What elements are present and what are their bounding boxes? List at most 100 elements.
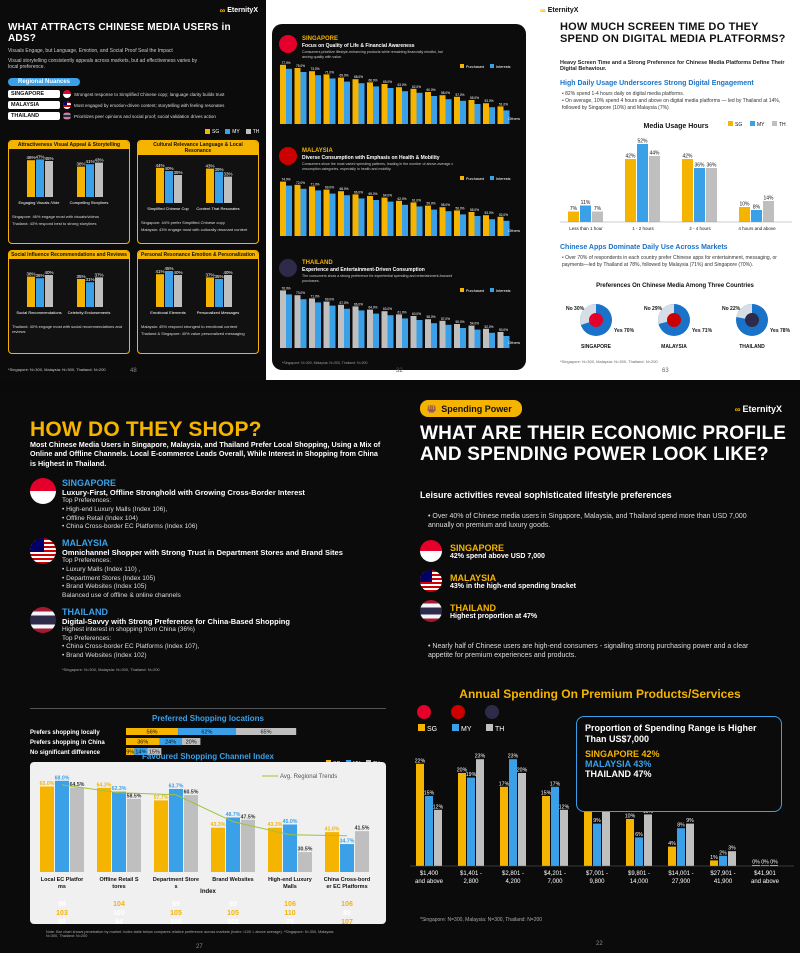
bar-interest xyxy=(358,198,365,236)
bar-interest xyxy=(474,216,481,236)
country-profiles: SINGAPORE Luxury-First, Offline Stronghol… xyxy=(30,478,390,672)
index-value: 104 xyxy=(113,901,125,908)
bar-label: 63.0% xyxy=(397,83,406,87)
country-line: • Department Stores (Index 105) xyxy=(62,574,156,582)
box-chart: 46% 47% 45% Engaging Visuals /Vide 38% 41% 43%… xyxy=(19,154,109,205)
category-label: $1,400 xyxy=(420,871,439,877)
brand-logo: ∞ EternityX xyxy=(734,404,782,414)
page-spending-power: 👜 Spending Power ∞ EternityX WHAT ARE THEI… xyxy=(400,392,800,953)
bar xyxy=(637,144,648,222)
country-name: THAILAND xyxy=(302,260,333,266)
country-flag-icon xyxy=(667,313,681,327)
index-value: 93 xyxy=(229,901,237,908)
country-flag-icon xyxy=(279,35,297,53)
legend-swatch xyxy=(460,288,464,292)
bar-purchased xyxy=(323,301,330,348)
bar-purchased xyxy=(468,100,475,124)
bar xyxy=(649,156,660,222)
nuance-row: SINGAPORE Strongest response to Simplifie… xyxy=(8,90,258,98)
pref-bar xyxy=(126,748,135,755)
category-label: $2,801 - xyxy=(502,871,524,877)
attraction-box: Attractiveness Visual Appeal & Storytell… xyxy=(8,140,130,244)
legend-swatch xyxy=(490,64,494,68)
bar-label: 47% xyxy=(35,154,44,159)
nuance-text: Most engaged by emotion-driven content; … xyxy=(74,102,225,108)
channel-bar xyxy=(184,795,198,872)
spending-bar xyxy=(710,860,718,866)
spending-bar xyxy=(458,773,466,866)
footnote: *Singapore: N=300, Malaysia: N=300, Thai… xyxy=(560,359,658,364)
channel-bar-label: 57.7% xyxy=(154,795,169,801)
bar-purchased xyxy=(439,320,446,348)
bar-label: 35% xyxy=(76,274,85,279)
country-text: MALAYSIA 43% in the high-end spending bra… xyxy=(450,573,576,590)
bar-interest xyxy=(416,320,423,348)
pref-bar-label: 9% xyxy=(126,750,134,756)
pref-bar-label: 20% xyxy=(186,740,197,746)
spending-bar-label: 23% xyxy=(475,754,486,760)
bar-interest xyxy=(416,206,423,236)
spending-bar-label: 23% xyxy=(508,754,519,760)
bar xyxy=(86,164,94,197)
usage-bullet: • 82% spend 1-4 hours daily on digital m… xyxy=(562,91,685,97)
channel-bar-label: 30.5% xyxy=(298,847,313,853)
bar-interest xyxy=(300,188,307,236)
preferred-locations-chart: Prefers shopping locally 56% 62% 65% Prefers… xyxy=(30,728,380,767)
bar xyxy=(77,166,85,197)
bar-label: 52% xyxy=(637,139,648,145)
attraction-box: Personal Resonance Emotion & Personaliza… xyxy=(137,250,259,354)
spending-bar xyxy=(416,763,424,866)
bar-interest xyxy=(489,107,495,124)
country-flag-icon xyxy=(279,147,297,165)
channel-bar-label: 41.5% xyxy=(355,826,370,832)
chart-title: Media Usage Hours xyxy=(644,123,709,130)
spending-bar xyxy=(728,851,736,866)
bar-label: 43% xyxy=(205,164,214,169)
bar-label: 69.0% xyxy=(325,298,334,302)
bar xyxy=(165,171,173,203)
pref-bar xyxy=(181,738,201,745)
bar-interest xyxy=(416,92,423,124)
legend-purchased: Purchased xyxy=(466,289,484,293)
bar-label: 74.0% xyxy=(281,178,290,182)
category-label-2: and above xyxy=(751,879,780,885)
bar-purchased xyxy=(294,295,301,348)
bar-purchased xyxy=(381,84,388,124)
channel-bar xyxy=(325,832,339,872)
channel-bar xyxy=(70,787,84,872)
group-label: Simplified Chinese Cop xyxy=(147,206,189,211)
index-value: 102 xyxy=(227,919,239,926)
spending-bar xyxy=(551,786,559,866)
bar-label: 58.0% xyxy=(441,91,450,95)
sg-flag-icon xyxy=(63,90,71,98)
nuance-text: Prioritizes peer opinions and social pro… xyxy=(74,113,216,119)
pie-no-label: No 29% xyxy=(644,306,663,312)
spending-bar xyxy=(761,865,769,866)
bar-label: 39% xyxy=(214,167,223,172)
box-header: Personal Resonance Emotion & Personaliza… xyxy=(138,251,258,259)
category-label: China Cross-bord xyxy=(324,877,370,883)
bar-label: 50.0% xyxy=(499,328,508,332)
category-label: 4 hours and above xyxy=(738,226,776,231)
callout-th: THAILAND 47% xyxy=(585,768,652,779)
country-name: MALAYSIA xyxy=(62,538,109,549)
bar-purchased xyxy=(396,200,402,236)
category-label: 2 - 4 hours xyxy=(689,226,711,231)
note: Note: Bar chart shows penetration by mar… xyxy=(46,930,335,938)
bar-interest xyxy=(460,100,466,124)
bar-label: 67.0% xyxy=(339,301,348,305)
section-desc: Consumers prioritize lifestyle-enhancing… xyxy=(302,50,443,54)
shopping-bag-icon: 👜 xyxy=(426,403,438,413)
legend-th: TH xyxy=(245,129,259,135)
bar-purchased xyxy=(454,324,460,348)
spending-bar xyxy=(593,823,601,866)
spending-bar-label: 12% xyxy=(559,804,570,810)
bar-purchased xyxy=(410,316,417,348)
page-title: WHAT ATTRACTS CHINESE MEDIA USERS in ADS… xyxy=(8,22,231,44)
bar-purchased xyxy=(309,71,315,124)
country-name: SINGAPORE xyxy=(302,36,338,42)
box-chart: 44%40%35% Simplified Chinese Cop 43%39%33%… xyxy=(147,163,239,211)
subtitle: Visuals Engage, but Language, Emotion, a… xyxy=(8,48,173,54)
country-flag-icon xyxy=(589,313,603,327)
category-label: Department Store xyxy=(153,877,199,883)
